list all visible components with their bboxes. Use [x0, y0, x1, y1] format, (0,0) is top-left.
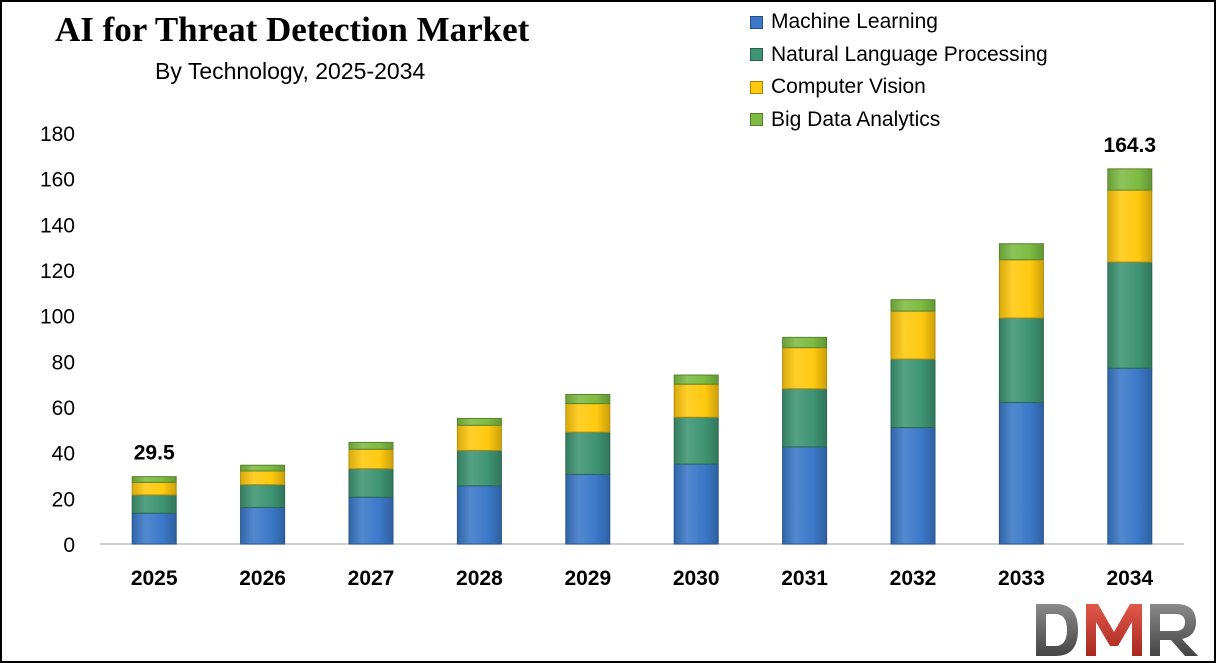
legend-swatch-nlp: [750, 48, 763, 62]
bar-nlp-2032: [890, 358, 936, 429]
bar-big-data-2031: [782, 336, 828, 349]
data-label-total-2034: 164.3: [1104, 134, 1157, 157]
legend-label-computer-vision: Computer Vision: [771, 75, 926, 99]
bar-computer-vision-2028: [456, 424, 502, 451]
bar-computer-vision-2033: [998, 259, 1044, 319]
y-tick-label: 40: [52, 443, 75, 466]
bar-computer-vision-2032: [890, 310, 936, 360]
bar-machine-learning-2025: [131, 512, 177, 545]
bar-big-data-2028: [456, 417, 502, 426]
bar-machine-learning-2033: [998, 401, 1044, 545]
y-tick-label: 160: [40, 169, 75, 192]
legend-swatch-big-data: [750, 113, 763, 127]
x-tick-label: 2031: [781, 567, 828, 590]
y-tick-label: 100: [40, 306, 75, 329]
bar-nlp-2025: [131, 494, 177, 514]
bar-big-data-2025: [131, 476, 177, 483]
bar-nlp-2030: [673, 416, 719, 465]
chart-subtitle: By Technology, 2025-2034: [155, 58, 426, 84]
y-tick-label: 20: [52, 488, 75, 511]
y-tick-label: 140: [40, 214, 75, 237]
bar-big-data-2033: [998, 243, 1044, 261]
legend-swatch-computer-vision: [750, 80, 763, 94]
data-label-total-2025: 29.5: [134, 442, 175, 465]
y-tick-label: 180: [40, 123, 75, 146]
y-tick-label: 120: [40, 260, 75, 283]
bar-machine-learning-2026: [240, 506, 286, 545]
bar-computer-vision-2034: [1107, 189, 1153, 263]
bar-machine-learning-2029: [565, 473, 611, 545]
bar-nlp-2029: [565, 431, 611, 475]
legend-label-nlp: Natural Language Processing: [771, 42, 1048, 66]
legend-label-machine-learning: Machine Learning: [771, 10, 938, 34]
bar-big-data-2030: [673, 374, 719, 385]
x-tick-label: 2032: [890, 567, 937, 590]
bar-big-data-2032: [890, 299, 936, 312]
bar-nlp-2028: [456, 449, 502, 487]
legend-item-machine-learning: Machine Learning: [750, 6, 1048, 39]
x-tick-label: 2033: [998, 567, 1045, 590]
legend-label-big-data: Big Data Analytics: [771, 107, 941, 131]
bar-machine-learning-2032: [890, 427, 936, 545]
bar-machine-learning-2028: [456, 485, 502, 545]
chart-title: AI for Threat Detection Market: [55, 10, 530, 49]
y-tick-label: 80: [52, 351, 75, 374]
bar-machine-learning-2027: [348, 496, 394, 545]
bar-nlp-2026: [240, 484, 286, 508]
y-tick-label: 0: [63, 534, 75, 557]
bar-computer-vision-2031: [782, 347, 828, 390]
bar-computer-vision-2029: [565, 403, 611, 433]
legend-swatch-machine-learning: [750, 15, 763, 29]
bar-machine-learning-2034: [1107, 367, 1153, 545]
bar-big-data-2029: [565, 393, 611, 405]
legend-item-nlp: Natural Language Processing: [750, 39, 1048, 72]
bar-big-data-2026: [240, 464, 286, 472]
x-tick-label: 2027: [348, 567, 395, 590]
bar-computer-vision-2030: [673, 383, 719, 418]
bar-nlp-2033: [998, 317, 1044, 403]
bar-computer-vision-2026: [240, 470, 286, 486]
bar-machine-learning-2031: [782, 446, 828, 545]
x-tick-label: 2034: [1106, 567, 1153, 590]
dmr-logo: [1036, 604, 1198, 656]
x-tick-label: 2026: [239, 567, 286, 590]
bar-big-data-2034: [1107, 168, 1153, 191]
chart-legend: Machine Learning Natural Language Proces…: [750, 6, 1048, 136]
bar-big-data-2027: [348, 441, 394, 450]
x-tick-label: 2029: [564, 567, 611, 590]
bar-machine-learning-2030: [673, 463, 719, 545]
x-tick-label: 2028: [456, 567, 503, 590]
bar-nlp-2027: [348, 468, 394, 498]
y-tick-label: 60: [52, 397, 75, 420]
legend-item-computer-vision: Computer Vision: [750, 71, 1048, 104]
bar-nlp-2034: [1107, 261, 1153, 369]
legend-item-big-data: Big Data Analytics: [750, 104, 1048, 137]
x-tick-label: 2025: [131, 567, 178, 590]
bar-computer-vision-2025: [131, 481, 177, 496]
x-tick-label: 2030: [673, 567, 720, 590]
bar-computer-vision-2027: [348, 448, 394, 470]
bar-nlp-2031: [782, 388, 828, 448]
